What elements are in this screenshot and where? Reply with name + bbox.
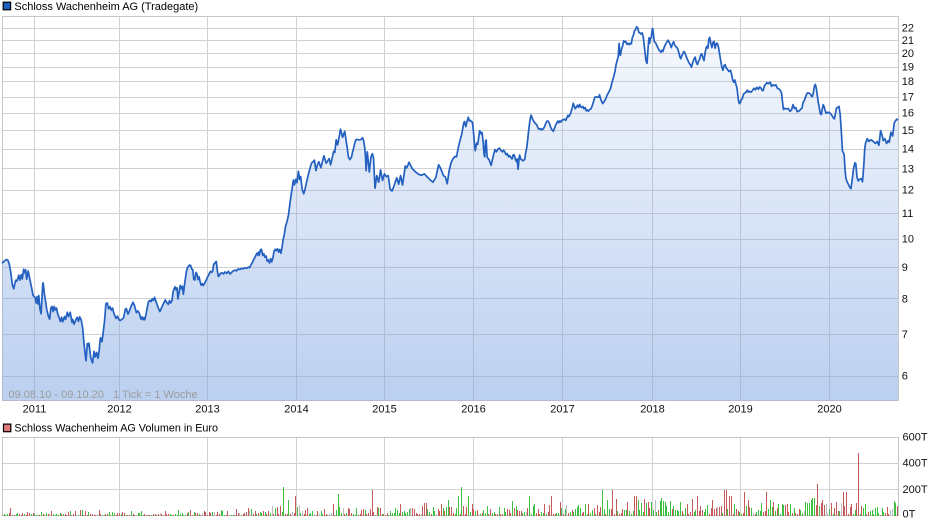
- svg-text:11: 11: [902, 208, 913, 220]
- svg-text:22: 22: [902, 22, 914, 34]
- svg-text:16: 16: [902, 108, 914, 120]
- svg-text:2012: 2012: [107, 404, 131, 416]
- svg-text:8: 8: [902, 293, 908, 305]
- svg-text:2018: 2018: [640, 404, 664, 416]
- svg-text:Schloss Wachenheim AG Volumen: Schloss Wachenheim AG Volumen in Euro: [14, 423, 218, 435]
- svg-text:2017: 2017: [550, 404, 574, 416]
- svg-text:15: 15: [902, 125, 914, 137]
- svg-text:21: 21: [902, 35, 914, 47]
- svg-text:17: 17: [902, 92, 914, 104]
- svg-text:19: 19: [902, 62, 914, 74]
- svg-text:400T: 400T: [903, 458, 928, 470]
- svg-text:18: 18: [902, 76, 914, 88]
- svg-text:2016: 2016: [461, 404, 485, 416]
- svg-text:2015: 2015: [372, 404, 396, 416]
- svg-text:200T: 200T: [903, 484, 928, 496]
- svg-text:2014: 2014: [284, 404, 308, 416]
- svg-text:2011: 2011: [23, 404, 47, 416]
- svg-text:2019: 2019: [728, 404, 752, 416]
- svg-text:7: 7: [902, 329, 908, 341]
- svg-text:09.08.10 - 09.10.20 1 Tick =: 09.08.10 - 09.10.20 1 Tick = 1 Woche: [9, 389, 198, 401]
- svg-text:600T: 600T: [903, 432, 928, 444]
- svg-text:13: 13: [902, 163, 914, 175]
- svg-text:14: 14: [902, 144, 914, 156]
- svg-text:20: 20: [902, 48, 914, 60]
- svg-text:9: 9: [902, 262, 908, 274]
- svg-text:2020: 2020: [817, 404, 841, 416]
- svg-text:12: 12: [902, 185, 914, 197]
- svg-text:2013: 2013: [195, 404, 219, 416]
- svg-text:10: 10: [902, 234, 914, 246]
- svg-text:Schloss Wachenheim AG (Tradega: Schloss Wachenheim AG (Tradegate): [14, 1, 198, 13]
- svg-text:6: 6: [902, 370, 908, 382]
- svg-text:0T: 0T: [903, 509, 916, 521]
